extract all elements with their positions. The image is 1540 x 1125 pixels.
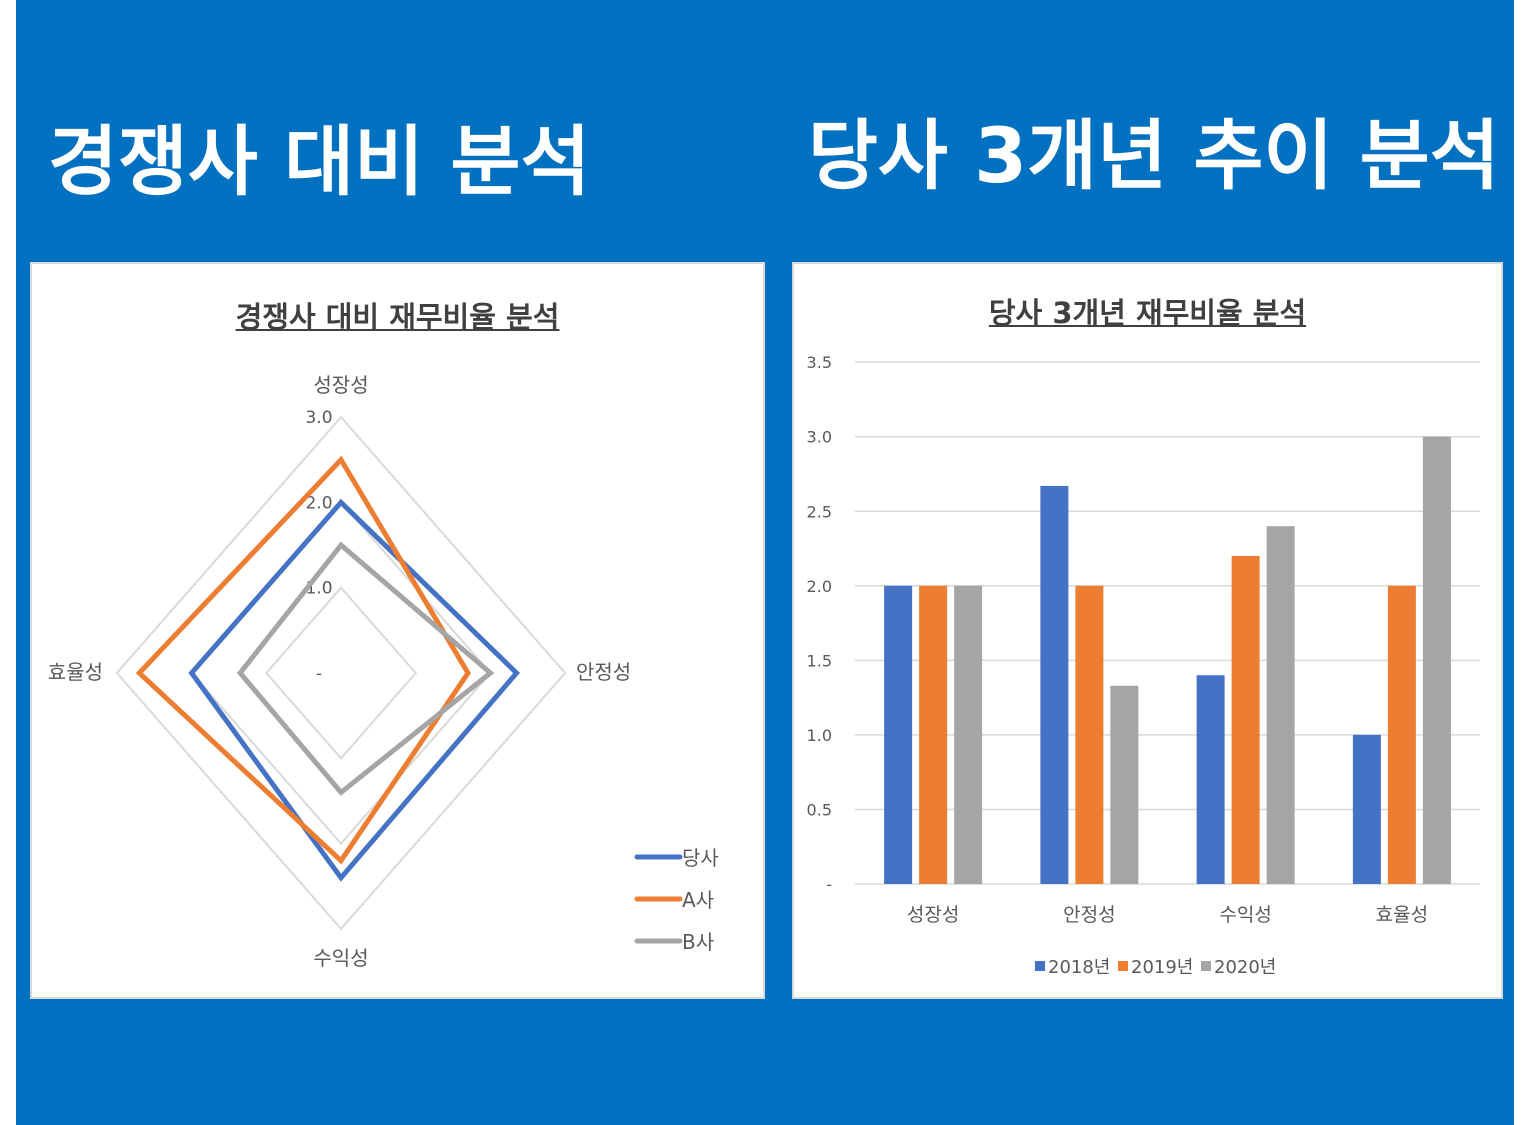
radar-gridline — [115, 415, 567, 931]
y-tick-label: 0.5 — [807, 800, 832, 819]
x-category-label: 성장성 — [907, 904, 959, 926]
radar-category-label: 수익성 — [313, 946, 368, 970]
bar-2018년 — [1352, 734, 1381, 884]
bar-2018년 — [1040, 485, 1069, 884]
left-heading: 경쟁사 대비 분석 — [48, 117, 591, 206]
radar-chart-panel: 경쟁사 대비 재무비율 분석 -1.0 2.0 3.0 성장성 안정성 수익성 효율성 당사 A… — [30, 262, 765, 999]
x-category-label: 수익성 — [1219, 904, 1271, 926]
bar-2018년 — [1196, 675, 1225, 884]
legend-label: A사 — [682, 888, 714, 912]
y-tick-label: 3.0 — [807, 428, 832, 447]
y-tick-label: 1.5 — [807, 651, 832, 670]
radar-category-label: 효율성 — [48, 660, 103, 684]
bar-2019년 — [1231, 555, 1260, 884]
radar-tick-label: 3.0 — [305, 408, 332, 428]
legend-label: 2019년 — [1131, 957, 1193, 978]
bar-2020년 — [1266, 526, 1295, 884]
x-category-label: 안정성 — [1063, 904, 1115, 926]
radar-category-label: 안정성 — [576, 660, 631, 684]
radar-series-1 — [135, 455, 471, 865]
bar-2019년 — [1387, 585, 1416, 884]
radar-category-label: 성장성 — [313, 373, 368, 397]
radar-tick-label: - — [316, 664, 322, 684]
y-tick-label: 2.5 — [807, 502, 832, 521]
radar-tick-label: 2.0 — [305, 493, 332, 513]
legend-label: 2018년 — [1048, 957, 1110, 978]
x-category-label: 효율성 — [1376, 904, 1428, 926]
right-heading: 당사 3개년 추이 분석 — [808, 111, 1500, 200]
radar-series-0 — [188, 498, 520, 882]
y-tick-label: 1.0 — [807, 726, 832, 745]
bar-2019년 — [919, 585, 948, 884]
legend-label: 당사 — [682, 846, 719, 870]
bar-2020년 — [954, 585, 983, 884]
y-tick-label: 2.0 — [807, 577, 832, 596]
bar-chart-title: 당사 3개년 재무비율 분석 — [988, 296, 1307, 330]
radar-chart-title: 경쟁사 대비 재무비율 분석 — [235, 300, 560, 334]
y-tick-label: - — [826, 875, 832, 894]
legend-label: B사 — [682, 930, 714, 954]
bar-2019년 — [1075, 585, 1104, 884]
bar-chart: - 0.5 1.0 1.5 2.0 2.5 3.0 3.5 성장성 안정성 수익성 효율성 2018년 2… — [807, 353, 1480, 978]
legend-label: 2020년 — [1214, 957, 1276, 978]
legend-swatch — [1118, 961, 1128, 971]
bar-chart-panel: 당사 3개년 재무비율 분석 - 0.5 1.0 1.5 2.0 2.5 3.0 3.5 성장성… — [792, 262, 1503, 999]
radar-series-2 — [236, 541, 495, 796]
legend-swatch — [1201, 961, 1211, 971]
bar-2020년 — [1422, 436, 1451, 884]
radar-gridline — [264, 586, 418, 760]
y-tick-label: 3.5 — [807, 353, 832, 372]
legend-swatch — [1035, 961, 1045, 971]
bar-2018년 — [884, 585, 913, 884]
bar-2020년 — [1110, 685, 1139, 884]
